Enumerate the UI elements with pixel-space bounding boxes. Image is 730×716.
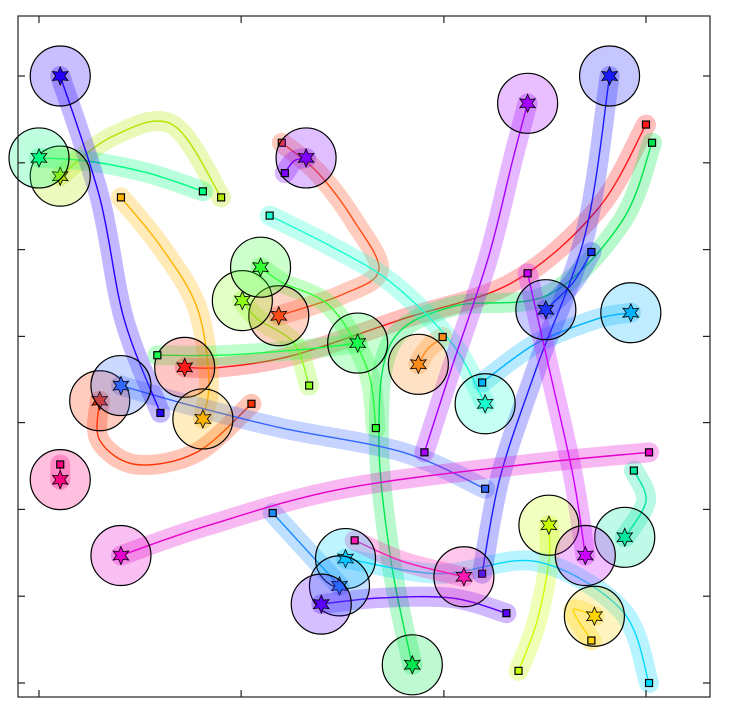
trajectory-layer (29, 66, 663, 693)
start-square-4 (116, 193, 126, 202)
start-square-9 (371, 423, 380, 433)
goal-star-9 (251, 257, 270, 278)
goal-star-19 (537, 299, 555, 320)
trajectory-line-18 (120, 384, 486, 490)
start-square-11 (647, 138, 657, 147)
start-square-7 (217, 193, 226, 202)
goal-star-27 (455, 566, 473, 587)
trajectory-line-16 (481, 312, 631, 384)
trajectory-line-17 (272, 512, 341, 587)
goal-star-25 (576, 545, 594, 566)
start-square-16 (478, 378, 487, 387)
start-square-17 (268, 508, 277, 518)
goal-star-5 (585, 606, 604, 627)
start-square-14 (265, 211, 274, 220)
trajectory-line-21 (59, 75, 162, 414)
start-square-28 (56, 460, 65, 469)
start-square-27 (350, 536, 359, 545)
goal-star-4 (194, 409, 212, 429)
goal-star-6 (540, 515, 558, 536)
goal-star-3 (409, 354, 428, 375)
trajectory-line-2 (278, 142, 380, 317)
start-square-20 (478, 569, 487, 578)
start-square-0 (641, 120, 651, 129)
trajectory-line-0 (184, 124, 647, 369)
start-square-2 (277, 138, 286, 147)
trajectory-line-20 (481, 75, 611, 574)
goal-star-26 (112, 545, 130, 566)
start-square-26 (644, 448, 654, 457)
trajectory-line-9 (260, 266, 377, 429)
trajectory-line-1 (96, 400, 252, 466)
start-square-21 (156, 408, 165, 417)
start-square-15 (644, 678, 654, 688)
goal-star-10 (349, 333, 367, 354)
plot-frame (17, 15, 711, 698)
goal-star-23 (297, 147, 315, 168)
trajectory-line-10 (157, 342, 358, 357)
start-square-22 (502, 609, 511, 618)
goal-star-15 (336, 548, 355, 569)
trajectory-line-19 (545, 251, 592, 311)
start-square-6 (514, 666, 523, 675)
goal-star-1 (91, 390, 109, 411)
start-square-12 (198, 187, 207, 196)
goal-star-14 (476, 393, 494, 414)
start-square-25 (523, 269, 532, 278)
trajectory-line-26 (120, 451, 650, 557)
goal-star-17 (330, 575, 349, 596)
start-square-23 (280, 169, 289, 178)
goal-star-8 (233, 290, 251, 311)
start-square-13 (629, 466, 638, 475)
start-square-24 (420, 448, 429, 457)
goal-star-13 (616, 527, 634, 548)
trajectory-line-15 (345, 557, 650, 684)
trajectory-line-4 (120, 196, 210, 420)
goal-star-18 (112, 375, 130, 396)
trajectory-line-13 (624, 470, 647, 538)
trajectory-line-11 (378, 142, 653, 665)
trajectory-line-8 (241, 300, 310, 386)
trajectory-line-25 (526, 273, 586, 556)
goal-star-28 (51, 469, 69, 490)
trajectory-line-22 (321, 595, 507, 614)
goal-star-20 (600, 66, 619, 86)
goal-star-0 (176, 357, 194, 378)
start-square-18 (481, 484, 490, 493)
start-square-1 (247, 399, 256, 408)
marker-layer (8, 45, 662, 696)
goal-star-24 (518, 93, 537, 114)
goal-star-11 (403, 654, 421, 675)
goal-star-21 (51, 66, 69, 86)
goal-star-12 (30, 147, 48, 168)
trajectory-line-12 (38, 157, 204, 192)
goal-star-7 (51, 166, 69, 187)
goal-star-16 (622, 302, 640, 323)
start-square-5 (587, 636, 596, 645)
trajectory-line-14 (269, 214, 486, 405)
start-square-3 (438, 332, 447, 342)
start-square-10 (153, 351, 162, 360)
plot-border (17, 15, 711, 698)
trajectory-line-27 (354, 539, 465, 578)
start-square-19 (587, 247, 596, 257)
trajectory-line-24 (423, 103, 529, 453)
trajectory-line-6 (517, 525, 551, 672)
goal-star-22 (312, 594, 330, 615)
start-square-8 (305, 381, 314, 390)
